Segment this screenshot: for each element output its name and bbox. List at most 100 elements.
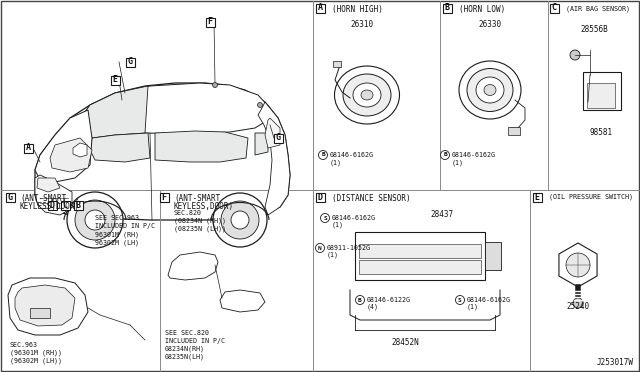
Bar	[74, 201, 83, 209]
Ellipse shape	[361, 90, 373, 100]
Polygon shape	[258, 102, 290, 215]
Bar	[316, 3, 324, 13]
Text: KEYLESS,DOOR): KEYLESS,DOOR)	[174, 202, 234, 211]
Ellipse shape	[467, 68, 513, 112]
Text: INCLUDED IN P/C: INCLUDED IN P/C	[165, 338, 225, 344]
Polygon shape	[168, 252, 218, 280]
Text: 28452N: 28452N	[391, 338, 419, 347]
Text: (1): (1)	[330, 159, 342, 166]
Bar	[583, 72, 621, 110]
Bar	[359, 260, 481, 274]
Text: (08234N (RH)): (08234N (RH))	[174, 218, 226, 224]
Bar	[550, 3, 559, 13]
Text: 08146-6162G: 08146-6162G	[467, 297, 511, 303]
Text: B: B	[358, 298, 362, 302]
Text: (OIL PRESSURE SWITCH): (OIL PRESSURE SWITCH)	[549, 194, 633, 201]
Text: F: F	[161, 192, 166, 202]
Circle shape	[316, 244, 324, 253]
Polygon shape	[8, 278, 88, 335]
Text: (HORN LOW): (HORN LOW)	[459, 5, 505, 14]
Bar	[205, 17, 214, 26]
Circle shape	[85, 210, 105, 230]
Bar	[602, 97, 612, 105]
Circle shape	[321, 214, 330, 222]
Bar	[355, 232, 485, 280]
Text: 08911-1052G: 08911-1052G	[327, 245, 371, 251]
Text: 08234N(RH): 08234N(RH)	[165, 346, 205, 353]
Text: 28437: 28437	[430, 210, 453, 219]
Text: (1): (1)	[452, 159, 464, 166]
Bar	[316, 192, 324, 202]
Text: 08146-6162G: 08146-6162G	[330, 152, 374, 158]
Text: (AIR BAG SENSOR): (AIR BAG SENSOR)	[566, 5, 630, 12]
Text: 28556B: 28556B	[580, 25, 608, 34]
Text: C: C	[63, 201, 67, 209]
Text: G: G	[275, 134, 280, 142]
Text: 08146-6122G: 08146-6122G	[367, 297, 411, 303]
Text: 25240: 25240	[566, 302, 589, 311]
Text: S: S	[458, 298, 462, 302]
Text: KEYLESS,DOOR): KEYLESS,DOOR)	[20, 202, 80, 211]
Text: 08146-6162G: 08146-6162G	[452, 152, 496, 158]
Circle shape	[213, 193, 267, 247]
Text: B: B	[443, 153, 447, 157]
Polygon shape	[255, 133, 268, 155]
Text: (1): (1)	[332, 222, 344, 228]
Ellipse shape	[335, 66, 399, 124]
Bar	[508, 127, 520, 135]
Text: (96302M (LH)): (96302M (LH))	[10, 358, 62, 365]
Bar	[588, 97, 598, 105]
Bar	[47, 201, 56, 209]
Text: (ANT-SMART: (ANT-SMART	[174, 194, 220, 203]
Text: (DISTANCE SENSOR): (DISTANCE SENSOR)	[332, 194, 411, 203]
Text: INCLUDED IN P/C: INCLUDED IN P/C	[95, 223, 155, 229]
Polygon shape	[85, 83, 270, 134]
Circle shape	[566, 253, 590, 277]
Polygon shape	[85, 86, 148, 138]
Text: SEE SEC.963: SEE SEC.963	[95, 215, 139, 221]
Text: D: D	[49, 201, 54, 209]
Text: (HORN HIGH): (HORN HIGH)	[332, 5, 383, 14]
Text: D: D	[317, 192, 323, 202]
Text: (4): (4)	[367, 304, 379, 311]
Polygon shape	[155, 131, 248, 162]
Circle shape	[440, 151, 449, 160]
Bar	[333, 61, 341, 67]
Bar	[159, 192, 168, 202]
Text: (ANT-SMART: (ANT-SMART	[20, 194, 67, 203]
Text: 08146-6162G: 08146-6162G	[332, 215, 376, 221]
Text: G: G	[127, 58, 132, 67]
Circle shape	[257, 103, 262, 108]
Text: E: E	[113, 76, 118, 84]
Text: G: G	[8, 192, 13, 202]
Circle shape	[231, 211, 249, 229]
Polygon shape	[50, 138, 92, 172]
Circle shape	[75, 200, 115, 240]
Text: N: N	[318, 246, 322, 250]
Text: 26310: 26310	[351, 20, 374, 29]
Bar	[111, 76, 120, 84]
Ellipse shape	[353, 83, 381, 107]
Bar	[442, 3, 451, 13]
Text: E: E	[534, 192, 540, 202]
Polygon shape	[73, 143, 87, 157]
Circle shape	[221, 201, 259, 239]
Circle shape	[319, 151, 328, 160]
Text: 96302M (LH): 96302M (LH)	[95, 239, 139, 246]
Text: (1): (1)	[467, 304, 479, 311]
Bar	[273, 134, 282, 142]
Ellipse shape	[459, 61, 521, 119]
Polygon shape	[37, 178, 60, 192]
Text: F: F	[207, 17, 212, 26]
Bar	[359, 244, 481, 258]
Ellipse shape	[343, 74, 391, 116]
Circle shape	[456, 295, 465, 305]
Bar	[30, 308, 50, 318]
Text: A: A	[317, 3, 323, 13]
Text: 26330: 26330	[479, 20, 502, 29]
Text: (96301M (RH)): (96301M (RH))	[10, 350, 62, 356]
Circle shape	[570, 50, 580, 60]
Bar	[6, 192, 15, 202]
Text: J253017W: J253017W	[597, 358, 634, 367]
Polygon shape	[35, 175, 72, 215]
